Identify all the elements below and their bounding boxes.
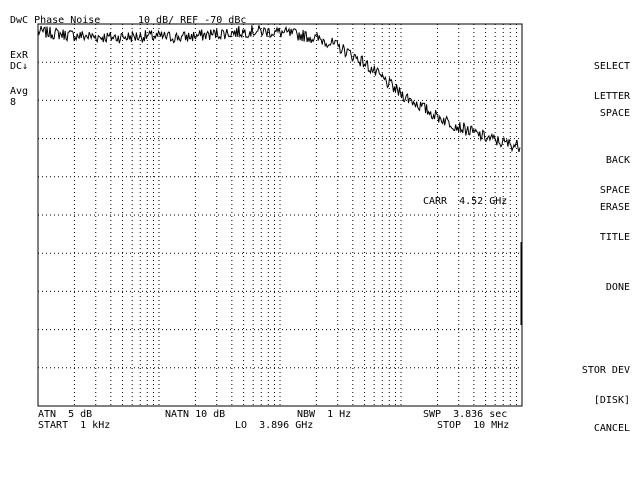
softkey-label: [DISK]	[593, 395, 630, 406]
external-reference-indicator: ExR	[10, 50, 29, 61]
phase-noise-trace	[37, 25, 521, 153]
softkey-label: SPACE	[599, 108, 630, 119]
local-oscillator-readout: LO 3.896 GHz	[235, 420, 314, 431]
softkey-label: SPACE	[599, 185, 630, 196]
softkey-label: BACK	[605, 155, 630, 166]
softkey-label: STOR DEV	[581, 365, 630, 376]
softkey-label: TITLE	[599, 232, 630, 243]
dc-coupling-indicator: DC↓	[10, 61, 29, 72]
softkey-label: LETTER	[593, 91, 630, 102]
screen-title: DwC Phase Noise	[10, 15, 101, 26]
graticule-border	[37, 23, 523, 407]
softkey-label: CANCEL	[593, 423, 630, 434]
reference-scale: 10 dB/ REF -70 dBc	[138, 15, 247, 26]
softkey-select-letter[interactable]: SELECT LETTER	[594, 42, 630, 112]
softkey-erase-title[interactable]: ERASE TITLE	[600, 183, 630, 253]
softkey-label: DONE	[605, 282, 630, 293]
softkey-label: ERASE	[599, 202, 630, 213]
averaging-label: Avg	[10, 86, 29, 97]
stop-frequency-readout: STOP 10 MHz	[437, 420, 510, 431]
attenuation-readout: ATN 5 dB	[38, 409, 93, 420]
carrier-frequency-readout: CARR 4.52 GHz	[423, 196, 508, 207]
noise-bandwidth-readout: NBW 1 Hz	[297, 409, 352, 420]
softkey-label: SELECT	[593, 61, 630, 72]
averaging-count: 8	[10, 97, 17, 108]
softkey-space[interactable]: SPACE	[600, 89, 630, 129]
noise-attenuation-readout: NATN 10 dB	[165, 409, 226, 420]
softkey-cancel[interactable]: CANCEL	[594, 404, 630, 444]
sweep-time-readout: SWP 3.836 sec	[423, 409, 508, 420]
softkey-stor-dev[interactable]: STOR DEV [DISK]	[582, 346, 630, 416]
graticule	[38, 24, 522, 406]
softkey-done[interactable]: DONE	[606, 263, 630, 303]
softkey-back-space[interactable]: BACK SPACE	[600, 136, 630, 206]
start-frequency-readout: START 1 kHz	[38, 420, 111, 431]
